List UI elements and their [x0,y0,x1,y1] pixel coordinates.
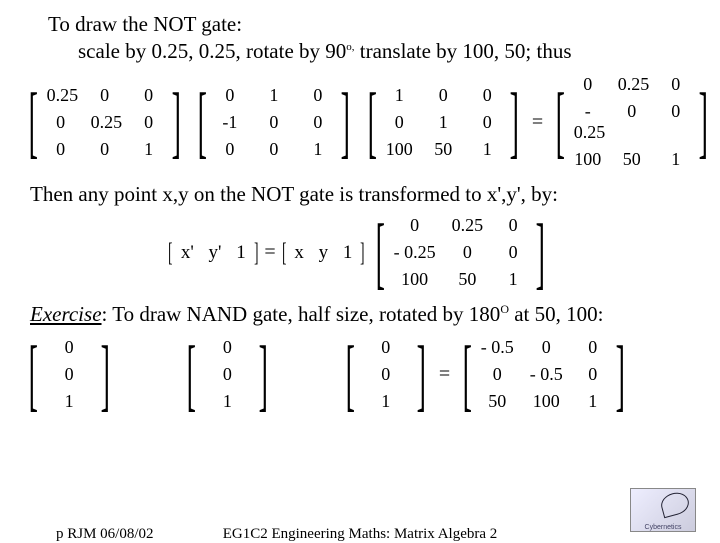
scale-matrix: 0.2500 00.250 001 [47,83,163,162]
bracket-icon: [ [168,238,172,268]
bracket-icon: [ [29,88,38,156]
bracket-icon: ] [510,88,519,156]
bracket-icon: ] [615,341,624,409]
equals-sign: = [264,241,275,264]
bracket-icon: [ [282,238,286,268]
exercise-tail: at 50, 100: [509,302,604,326]
degree-superscript: O [500,302,509,316]
result-matrix: 00.250 - 0.2500 100501 [574,72,690,172]
transform-text: Then any point x,y on the NOT gate is tr… [30,182,690,207]
degree-superscript: o, [346,41,354,53]
matrix-equation-2: [ x' y' 1 ] = [ x y 1 ] [ 00.250 - 0.250… [30,213,690,292]
exercise-matrix-a: 0 0 1 [47,335,92,414]
bracket-icon: [ [345,341,354,409]
line2-a: scale by 0.25, 0.25, rotate by 90 [78,39,346,63]
bracket-icon: ] [171,88,180,156]
bracket-icon: [ [556,88,565,156]
equals-sign: = [532,111,543,134]
bracket-icon: [ [367,88,376,156]
transform-matrix: 00.250 - 0.2500 100501 [394,213,528,292]
row-vector-input: [ x y 1 ] [280,238,367,268]
footer-course-title: EG1C2 Engineering Maths: Matrix Algebra … [0,526,720,543]
bracket-icon: ] [536,219,545,287]
row-vector-result: [ x' y' 1 ] [166,238,260,268]
bracket-icon: [ [187,341,196,409]
exercise-line: Exercise: To draw NAND gate, half size, … [30,302,690,327]
equals-sign: = [439,363,450,386]
line2-b: translate by 100, 50; thus [355,39,572,63]
exercise-label: Exercise [30,302,102,326]
bracket-icon: ] [254,238,258,268]
rotation-matrix: 010 -100 001 [216,83,332,162]
bracket-icon: ] [417,341,426,409]
bracket-icon: [ [198,88,207,156]
bracket-icon: [ [463,341,472,409]
bracket-icon: ] [361,238,365,268]
bracket-icon: ] [259,341,268,409]
bracket-icon: ] [100,341,109,409]
exercise-matrix-c: 0 0 1 [363,335,408,414]
translation-matrix: 100 010 100501 [385,83,501,162]
exercise-text: : To draw NAND gate, half size, rotated … [102,302,501,326]
bracket-icon: [ [376,219,385,287]
intro-line-1: To draw the NOT gate: [48,12,690,37]
matrix-equation-3: [ 0 0 1 ] [ 0 0 1 ] [ 0 0 1 ] = [ - 0.50… [20,335,690,414]
intro-line-2: scale by 0.25, 0.25, rotate by 90o, tran… [78,39,690,64]
bracket-icon: ] [698,88,707,156]
exercise-result-matrix: - 0.500 0- 0.50 501001 [481,335,607,414]
exercise-matrix-b: 0 0 1 [205,335,250,414]
bracket-icon: [ [29,341,38,409]
logo-icon: Cybernetics [630,488,696,532]
matrix-equation-1: [ 0.2500 00.250 001 ] [ 010 -100 001 ] [… [20,72,690,172]
bracket-icon: ] [341,88,350,156]
